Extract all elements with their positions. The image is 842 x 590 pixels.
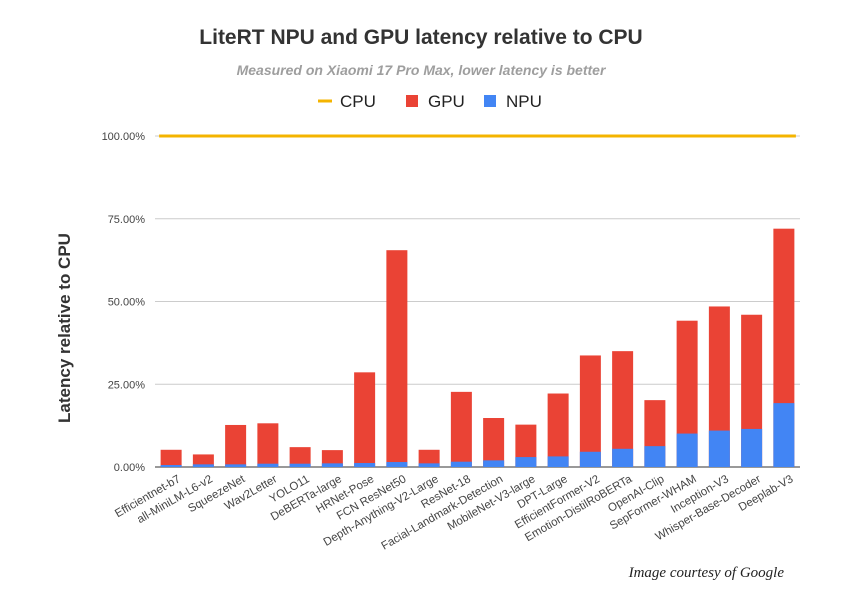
gpu-bar [547, 393, 569, 467]
gpu-bar [354, 372, 376, 467]
gpu-bar [225, 424, 247, 467]
npu-bar [741, 428, 763, 467]
legend-label: NPU [506, 92, 542, 111]
npu-bar [579, 451, 601, 467]
gpu-bar [418, 449, 440, 467]
gpu-bar [257, 423, 279, 467]
gpu-bar [579, 355, 601, 467]
y-tick-label: 0.00% [114, 462, 145, 474]
chart-title: LiteRT NPU and GPU latency relative to C… [199, 26, 643, 49]
y-axis-ticks: 0.00% 25.00% 50.00% 75.00% 100.00% [102, 131, 146, 474]
npu-bar [225, 464, 247, 467]
npu-bar [612, 448, 634, 467]
npu-bar [354, 463, 376, 467]
npu-bar [289, 463, 311, 467]
y-axis-label: Latency relative to CPU [55, 233, 74, 423]
npu-bar [192, 464, 214, 467]
legend: CPU GPU NPU [318, 92, 542, 111]
gpu-bar [708, 306, 730, 467]
npu-bar [708, 430, 730, 467]
npu-bar [483, 460, 505, 467]
gpu-bar [515, 424, 537, 467]
legend-label: CPU [340, 92, 376, 111]
legend-swatch [406, 95, 418, 107]
chart-subtitle: Measured on Xiaomi 17 Pro Max, lower lat… [236, 62, 606, 78]
gpu-bar [289, 447, 311, 467]
gpu-bar [483, 418, 505, 467]
y-tick-label: 50.00% [108, 297, 146, 309]
gpu-bar [321, 450, 343, 467]
legend-label: GPU [428, 92, 465, 111]
npu-bar [160, 465, 182, 467]
y-tick-label: 25.00% [108, 379, 146, 391]
image-credit: Image courtesy of Google [628, 565, 784, 581]
npu-bar [644, 446, 666, 467]
gpu-bar [612, 351, 634, 467]
npu-bar [321, 463, 343, 467]
npu-bar [386, 462, 408, 467]
npu-bar [515, 457, 537, 467]
gpu-bar [450, 391, 472, 467]
npu-bar [418, 463, 440, 467]
x-axis-ticks: Efficientnet-b7all-MiniLM-L6-v2SqueezeNe… [113, 473, 795, 553]
npu-bar [450, 461, 472, 467]
npu-bar [773, 403, 795, 467]
legend-swatch [484, 95, 496, 107]
gpu-bar [386, 250, 408, 467]
npu-bar [676, 433, 698, 467]
y-tick-label: 100.00% [102, 131, 146, 143]
npu-bar [547, 456, 569, 467]
gpu-bar [676, 320, 698, 467]
gpu-bar [160, 449, 182, 467]
npu-bar [257, 463, 279, 467]
gpu-bar [192, 454, 214, 467]
gridlines [155, 135, 800, 468]
y-tick-label: 75.00% [108, 214, 146, 226]
bars [160, 228, 795, 467]
